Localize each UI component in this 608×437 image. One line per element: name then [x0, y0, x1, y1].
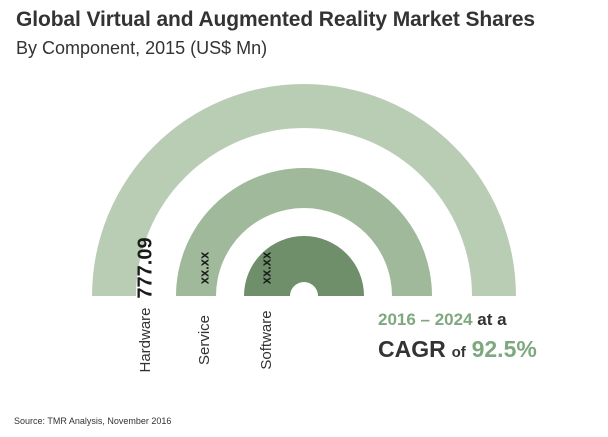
chart-subtitle: By Component, 2015 (US$ Mn) [16, 38, 268, 58]
cagr-years: 2016 – 2024 [378, 310, 473, 329]
value-label-hardware: 777.09 [134, 237, 156, 298]
category-label-software: Software [258, 310, 275, 369]
cagr-callout: 2016 – 2024 at a CAGR of 92.5% [378, 310, 537, 363]
cagr-value: 92.5% [471, 336, 537, 362]
value-label-service: xx.xx [196, 251, 211, 284]
ring-service [176, 168, 432, 296]
label-group: 777.09 Hardware xx.xx Service xx.xx Software [134, 237, 275, 372]
chart-title: Global Virtual and Augmented Reality Mar… [16, 8, 535, 31]
cagr-label: CAGR [378, 336, 446, 362]
ring-group [92, 84, 516, 296]
cagr-of: of [451, 344, 466, 361]
category-label-hardware: Hardware [137, 307, 154, 372]
value-label-software: xx.xx [258, 251, 273, 284]
category-label-service: Service [196, 315, 213, 365]
source-note: Source: TMR Analysis, November 2016 [14, 416, 172, 426]
ring-hardware [92, 84, 516, 296]
ring-software [244, 236, 364, 296]
cagr-at-a: at a [477, 310, 507, 329]
